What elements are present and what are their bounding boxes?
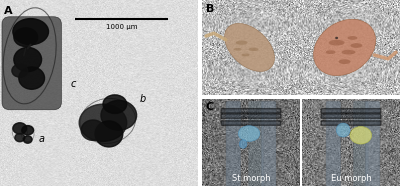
Ellipse shape bbox=[95, 121, 123, 147]
Ellipse shape bbox=[12, 64, 28, 77]
Ellipse shape bbox=[14, 47, 42, 72]
Ellipse shape bbox=[234, 48, 242, 51]
Ellipse shape bbox=[103, 95, 127, 113]
Ellipse shape bbox=[13, 123, 27, 134]
Ellipse shape bbox=[242, 54, 250, 56]
Ellipse shape bbox=[225, 23, 274, 71]
Ellipse shape bbox=[22, 126, 34, 135]
Ellipse shape bbox=[23, 136, 32, 143]
Ellipse shape bbox=[329, 40, 344, 46]
FancyBboxPatch shape bbox=[221, 109, 281, 113]
FancyBboxPatch shape bbox=[321, 121, 381, 125]
Ellipse shape bbox=[314, 19, 376, 76]
Text: C: C bbox=[206, 102, 214, 112]
FancyBboxPatch shape bbox=[248, 101, 263, 186]
Text: Eu morph: Eu morph bbox=[331, 174, 371, 182]
Ellipse shape bbox=[239, 140, 247, 148]
FancyBboxPatch shape bbox=[326, 101, 341, 186]
Ellipse shape bbox=[248, 48, 258, 51]
Ellipse shape bbox=[350, 126, 372, 144]
Ellipse shape bbox=[13, 19, 48, 45]
Text: b: b bbox=[140, 94, 146, 104]
Ellipse shape bbox=[342, 50, 356, 54]
Ellipse shape bbox=[326, 50, 336, 54]
Ellipse shape bbox=[14, 28, 38, 46]
FancyBboxPatch shape bbox=[354, 101, 368, 186]
Ellipse shape bbox=[350, 43, 362, 48]
Text: St morph: St morph bbox=[232, 174, 270, 182]
FancyBboxPatch shape bbox=[321, 114, 381, 118]
Ellipse shape bbox=[339, 59, 350, 64]
Ellipse shape bbox=[348, 36, 358, 40]
Text: B: B bbox=[206, 4, 214, 14]
FancyBboxPatch shape bbox=[221, 121, 281, 125]
Ellipse shape bbox=[79, 104, 127, 141]
Text: A: A bbox=[4, 6, 12, 16]
Ellipse shape bbox=[236, 41, 248, 45]
FancyBboxPatch shape bbox=[321, 109, 381, 113]
Ellipse shape bbox=[336, 123, 350, 137]
FancyBboxPatch shape bbox=[221, 114, 281, 118]
FancyBboxPatch shape bbox=[365, 101, 380, 186]
Ellipse shape bbox=[101, 100, 137, 130]
Ellipse shape bbox=[81, 120, 105, 140]
Ellipse shape bbox=[238, 126, 260, 141]
Ellipse shape bbox=[19, 67, 44, 89]
FancyBboxPatch shape bbox=[2, 17, 61, 110]
Text: a: a bbox=[38, 134, 44, 145]
Text: c: c bbox=[70, 79, 76, 89]
Ellipse shape bbox=[335, 37, 338, 39]
FancyBboxPatch shape bbox=[226, 101, 241, 186]
Text: 1000 μm: 1000 μm bbox=[106, 24, 138, 30]
Ellipse shape bbox=[15, 134, 25, 142]
FancyBboxPatch shape bbox=[261, 101, 276, 186]
